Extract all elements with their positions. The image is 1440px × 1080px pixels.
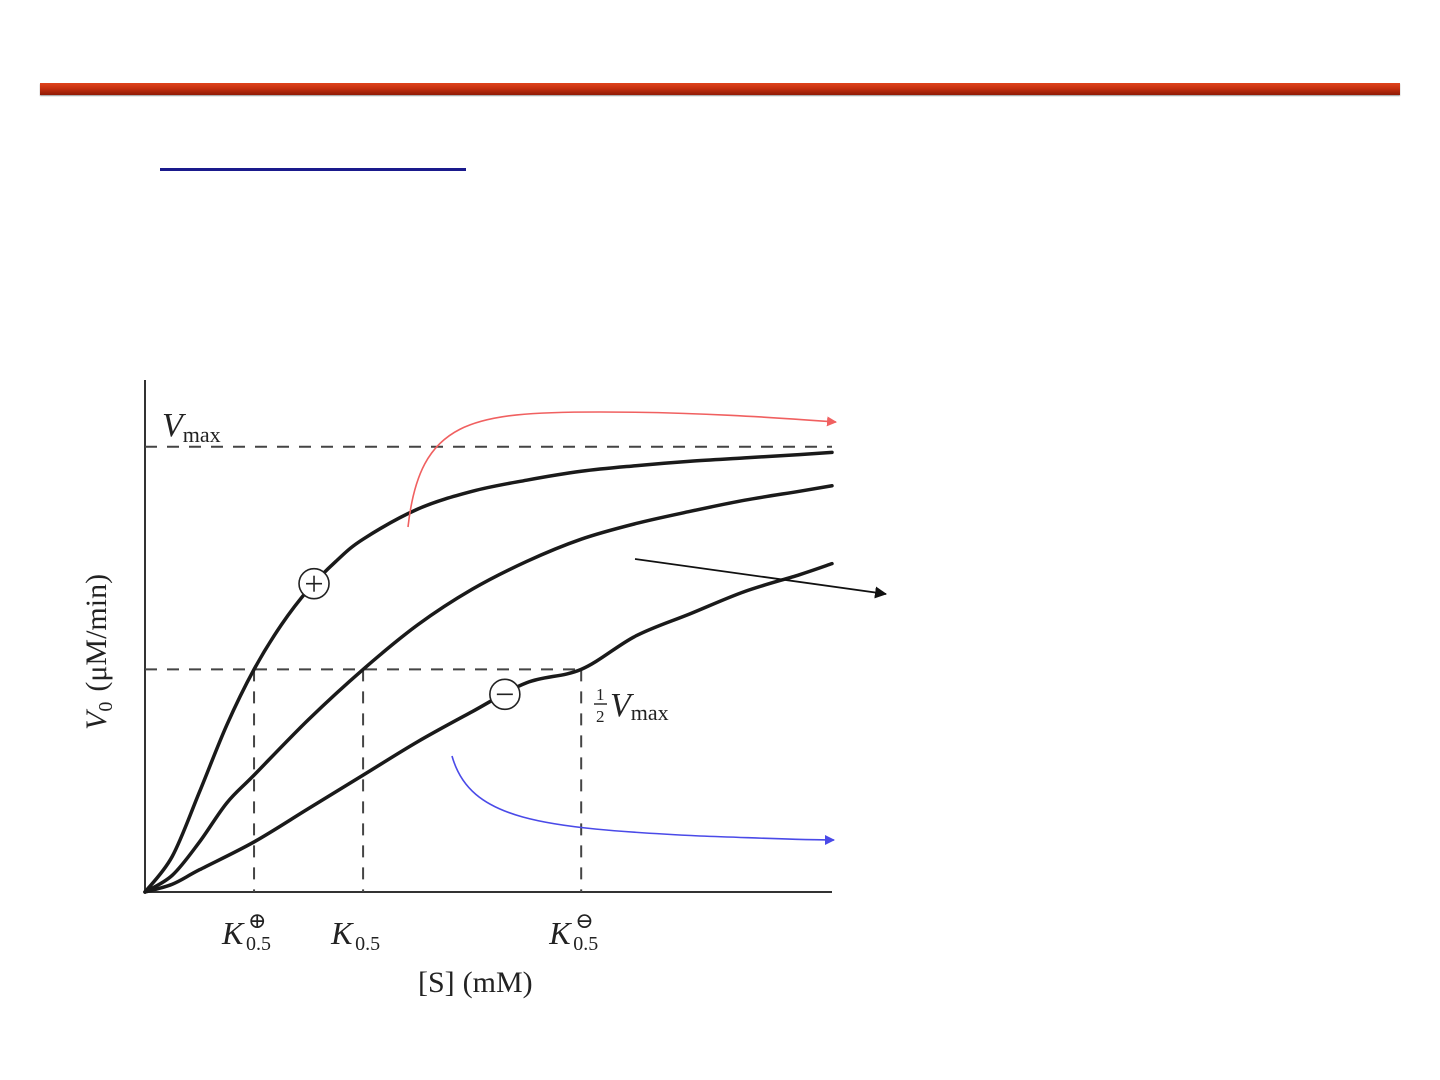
curve-2	[143, 483, 834, 894]
label-k-minus: K 0.5⊖	[548, 908, 598, 955]
red-callout-arrow	[407, 411, 837, 528]
reference-lines	[145, 445, 832, 892]
title-underline	[160, 168, 466, 171]
svg-text:⊕: ⊕	[248, 908, 266, 933]
svg-text:K: K	[221, 915, 245, 951]
curves	[143, 450, 834, 894]
black-callout-arrow	[634, 558, 887, 599]
x-axis-label: [S] (mM)	[418, 966, 533, 999]
half-vmax-label: 1 2 Vmax	[594, 685, 669, 726]
curve-3	[143, 561, 834, 894]
svg-text:0.5: 0.5	[355, 933, 380, 955]
slide-accent-bar	[40, 83, 1400, 95]
svg-text:0.5: 0.5	[246, 933, 271, 955]
svg-text:2: 2	[596, 707, 605, 726]
svg-text:⊖: ⊖	[575, 908, 593, 933]
svg-text:Vmax: Vmax	[610, 687, 669, 725]
plus-circle-icon	[298, 567, 330, 600]
axes	[144, 380, 832, 893]
vmax-label: Vmax	[162, 407, 221, 447]
y-axis-label: V0(μM/min)	[80, 574, 117, 730]
svg-text:1: 1	[596, 685, 605, 704]
minus-circle-icon	[489, 678, 521, 711]
k-half-labels: K 0.5⊕ K 0.5 K 0.5⊖	[221, 908, 598, 955]
svg-text:0.5: 0.5	[573, 933, 598, 955]
curve-markers	[298, 567, 521, 711]
svg-text:K: K	[548, 915, 572, 951]
svg-text:K: K	[330, 915, 354, 951]
curve-1	[143, 450, 834, 894]
label-k-plus: K 0.5⊕	[221, 908, 271, 955]
label-k-normal: K 0.5	[330, 915, 380, 955]
blue-callout-arrow	[451, 755, 835, 845]
